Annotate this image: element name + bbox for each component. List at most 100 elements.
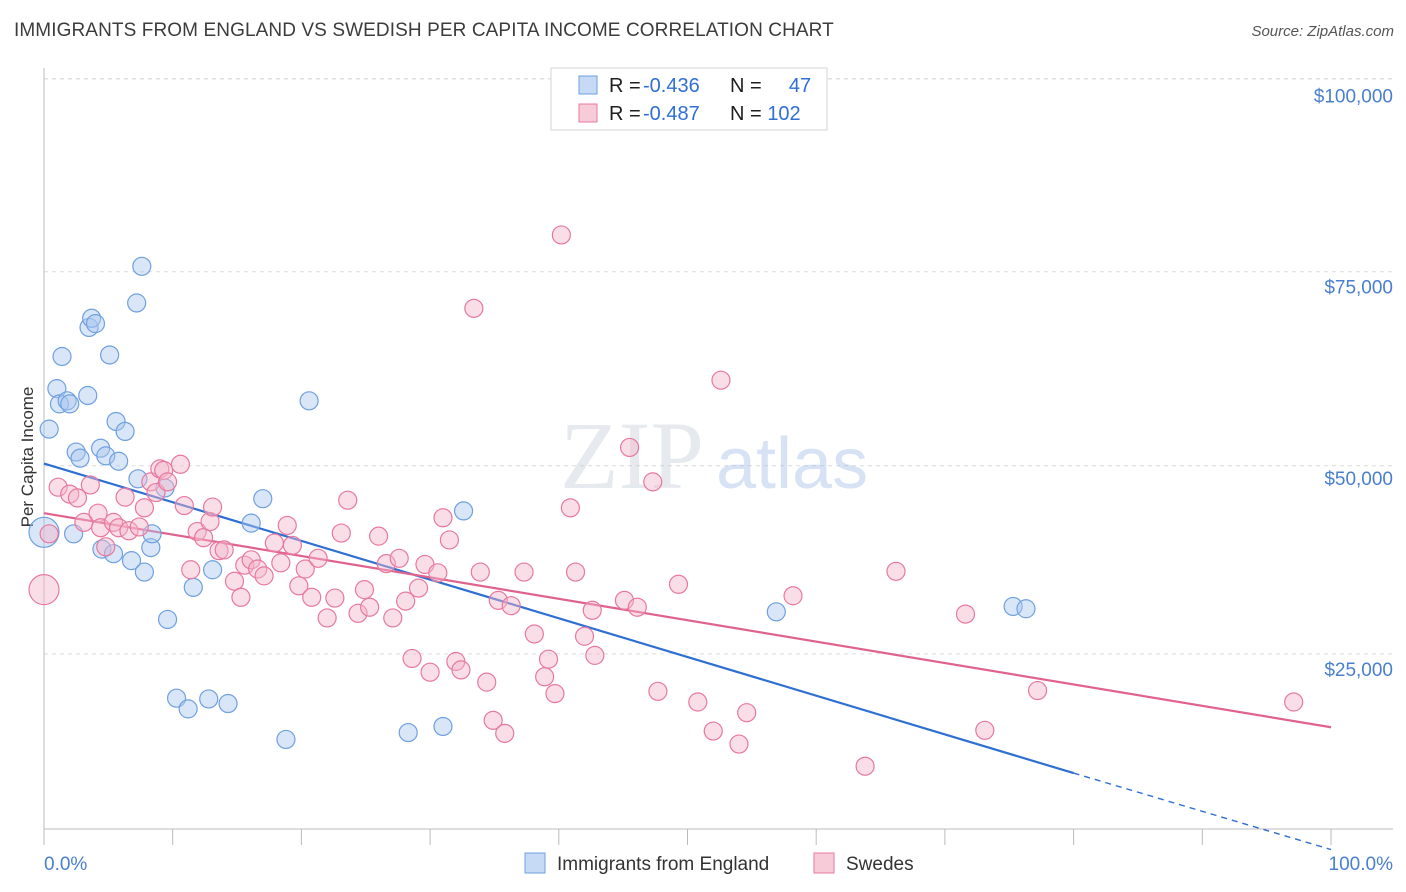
swedes-point-16 bbox=[141, 472, 161, 492]
england-point-25 bbox=[132, 256, 152, 276]
swedes-point-92 bbox=[729, 734, 749, 754]
bottom-legend-swatch-blue bbox=[524, 852, 546, 874]
swedes-point-32 bbox=[235, 555, 255, 575]
england-point-35 bbox=[202, 560, 223, 580]
swedes-point-88 bbox=[668, 574, 689, 594]
swedes-point-89 bbox=[688, 692, 708, 712]
swedes-point-72 bbox=[514, 562, 534, 582]
england-point-38 bbox=[253, 489, 273, 509]
england-point-6 bbox=[60, 394, 80, 414]
chart-title: IMMIGRANTS FROM ENGLAND VS SWEDISH PER C… bbox=[14, 20, 834, 41]
swedes-point-44 bbox=[317, 608, 337, 628]
swedes-point-98 bbox=[975, 720, 995, 740]
y-tick-label-50000: $50,000 bbox=[1324, 469, 1393, 490]
watermark-zip: ZIP bbox=[560, 402, 704, 509]
swedes-point-10 bbox=[103, 512, 124, 532]
england-point-3 bbox=[49, 394, 70, 414]
swedes-point-67 bbox=[477, 672, 497, 692]
swedes-point-61 bbox=[433, 508, 453, 528]
swedes-point-35 bbox=[254, 566, 274, 586]
swedes-point-94 bbox=[783, 586, 803, 606]
trend-lines bbox=[43, 462, 1332, 851]
swedes-point-93 bbox=[737, 703, 757, 723]
swedes-point-80 bbox=[574, 626, 595, 646]
x-tick-label-0: 0.0% bbox=[44, 854, 87, 875]
swedes-point-66 bbox=[470, 562, 490, 582]
source-label: Source: ZipAtlas.com bbox=[1251, 23, 1394, 40]
swedes-point-39 bbox=[282, 535, 302, 555]
swedes-point-29 bbox=[214, 540, 234, 560]
legend-r-label-1: R = bbox=[609, 75, 641, 97]
swedes-point-1 bbox=[39, 524, 59, 544]
swedes-point-0 bbox=[28, 574, 60, 606]
swedes-point-22 bbox=[174, 495, 194, 516]
england-point-13 bbox=[85, 314, 106, 334]
swedes-point-12 bbox=[115, 487, 135, 507]
england-point-34 bbox=[199, 689, 219, 709]
trend-line-england-extension bbox=[1073, 772, 1332, 851]
england-point-2 bbox=[47, 379, 67, 399]
legend-r-value-2: -0.487 bbox=[643, 103, 700, 125]
england-point-23 bbox=[127, 293, 147, 313]
swedes-point-65 bbox=[464, 298, 484, 318]
england-point-4 bbox=[52, 346, 72, 367]
swedes-point-60 bbox=[428, 563, 448, 583]
swedes-point-59 bbox=[420, 662, 440, 682]
swedes-point-28 bbox=[209, 541, 229, 561]
swedes-point-40 bbox=[289, 576, 309, 596]
england-point-10 bbox=[78, 385, 98, 406]
swedes-point-46 bbox=[331, 523, 351, 543]
swedes-point-75 bbox=[538, 649, 559, 669]
axes bbox=[43, 68, 1393, 845]
swedes-point-57 bbox=[408, 578, 429, 598]
legend-n-value-1: 47 bbox=[789, 75, 811, 97]
swedes-point-37 bbox=[271, 553, 291, 573]
swedes-point-77 bbox=[551, 225, 571, 245]
bottom-legend-label-swedes: Swedes bbox=[846, 854, 914, 875]
y-tick-label-75000: $75,000 bbox=[1324, 278, 1393, 299]
swedes-point-23 bbox=[181, 560, 201, 580]
swedes-point-81 bbox=[582, 600, 602, 620]
england-point-18 bbox=[103, 544, 124, 564]
swedes-point-55 bbox=[396, 591, 416, 611]
england-point-32 bbox=[178, 699, 198, 719]
swedes-point-50 bbox=[360, 597, 380, 617]
swedes-point-25 bbox=[193, 528, 214, 548]
swedes-point-47 bbox=[338, 490, 358, 510]
england-point-37 bbox=[241, 513, 261, 533]
england-point-20 bbox=[109, 451, 129, 471]
legend-n-label-1: N = bbox=[730, 75, 762, 97]
swedes-point-2 bbox=[48, 477, 68, 497]
england-point-12 bbox=[82, 308, 102, 328]
swedes-point-62 bbox=[439, 530, 460, 550]
legend-n-value-2: 102 bbox=[767, 103, 800, 125]
series-swedes bbox=[28, 225, 1304, 776]
swedes-point-82 bbox=[585, 645, 605, 665]
england-point-42 bbox=[433, 716, 453, 737]
series-legend: Immigrants from England Swedes bbox=[524, 852, 914, 875]
swedes-point-56 bbox=[402, 648, 422, 669]
correlation-legend: R = -0.436 N = 47 R = -0.487 N = 102 bbox=[550, 67, 828, 131]
swedes-point-43 bbox=[308, 548, 328, 568]
swedes-point-14 bbox=[129, 517, 149, 537]
england-point-44 bbox=[766, 602, 786, 622]
swedes-point-54 bbox=[389, 548, 409, 568]
swedes-point-4 bbox=[67, 488, 88, 508]
legend-r-label-2: R = bbox=[609, 103, 641, 125]
swedes-point-97 bbox=[955, 604, 976, 624]
bottom-legend-swatch-pink bbox=[813, 852, 835, 874]
swedes-point-7 bbox=[88, 503, 108, 523]
swedes-point-95 bbox=[855, 756, 875, 776]
swedes-point-96 bbox=[886, 561, 906, 581]
swedes-point-91 bbox=[711, 370, 731, 390]
england-point-33 bbox=[183, 577, 203, 597]
swedes-point-42 bbox=[302, 587, 322, 607]
tick-labels: $25,000 $50,000 $75,000 $100,000 0.0% 100.0% bbox=[44, 87, 1393, 875]
x-tick-label-100: 100.0% bbox=[1329, 854, 1394, 875]
legend-swatch-pink bbox=[578, 103, 598, 123]
swedes-point-51 bbox=[369, 526, 389, 546]
swedes-point-49 bbox=[354, 580, 375, 600]
england-point-17 bbox=[100, 345, 120, 365]
england-point-27 bbox=[141, 537, 161, 558]
